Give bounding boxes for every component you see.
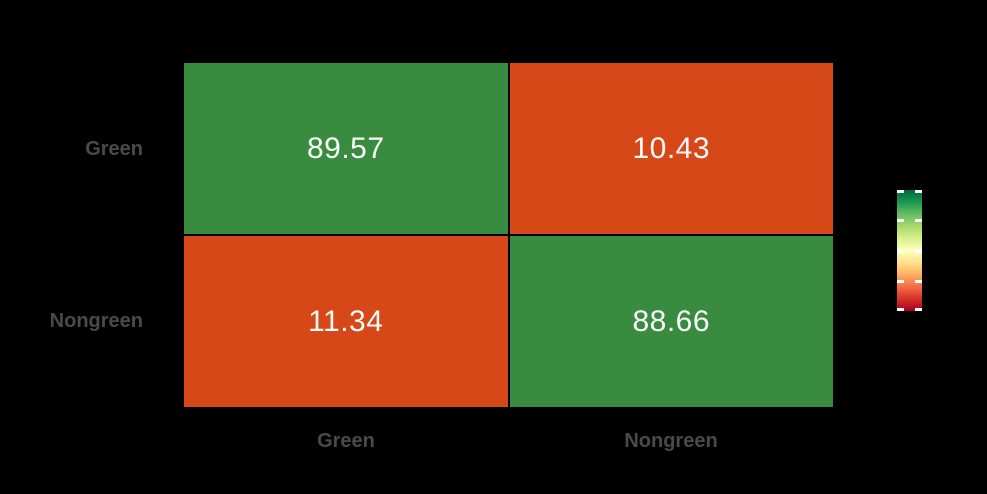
- colorbar-tick: [897, 219, 904, 223]
- colorbar-tick: [897, 308, 904, 311]
- heatmap-cell-green-green: 89.57: [184, 63, 508, 234]
- colorbar-legend: [897, 190, 922, 311]
- colorbar-tick: [897, 249, 904, 253]
- heatmap-cell-green-nongreen: 10.43: [509, 63, 833, 234]
- heatmap-grid: 89.57 10.43 11.34 88.66: [184, 63, 833, 407]
- colorbar-tick: [915, 219, 922, 223]
- colorbar-tick: [915, 308, 922, 311]
- colorbar-tick: [915, 249, 922, 253]
- cell-value: 11.34: [308, 304, 384, 338]
- colorbar-tick: [915, 279, 922, 283]
- colorbar-tick: [897, 190, 904, 193]
- x-tick-label-nongreen: Nongreen: [624, 430, 718, 452]
- y-tick-label-green: Green: [85, 138, 143, 160]
- x-tick-label-green: Green: [317, 430, 375, 452]
- heatmap-cell-nongreen-green: 11.34: [184, 236, 508, 407]
- colorbar-tick: [897, 279, 904, 283]
- colorbar-tick: [915, 190, 922, 193]
- cell-value: 88.66: [632, 304, 711, 338]
- cell-value: 89.57: [306, 131, 385, 165]
- cell-value: 10.43: [632, 131, 711, 165]
- y-tick-label-nongreen: Nongreen: [49, 310, 143, 332]
- heatmap-cell-nongreen-nongreen: 88.66: [509, 236, 833, 407]
